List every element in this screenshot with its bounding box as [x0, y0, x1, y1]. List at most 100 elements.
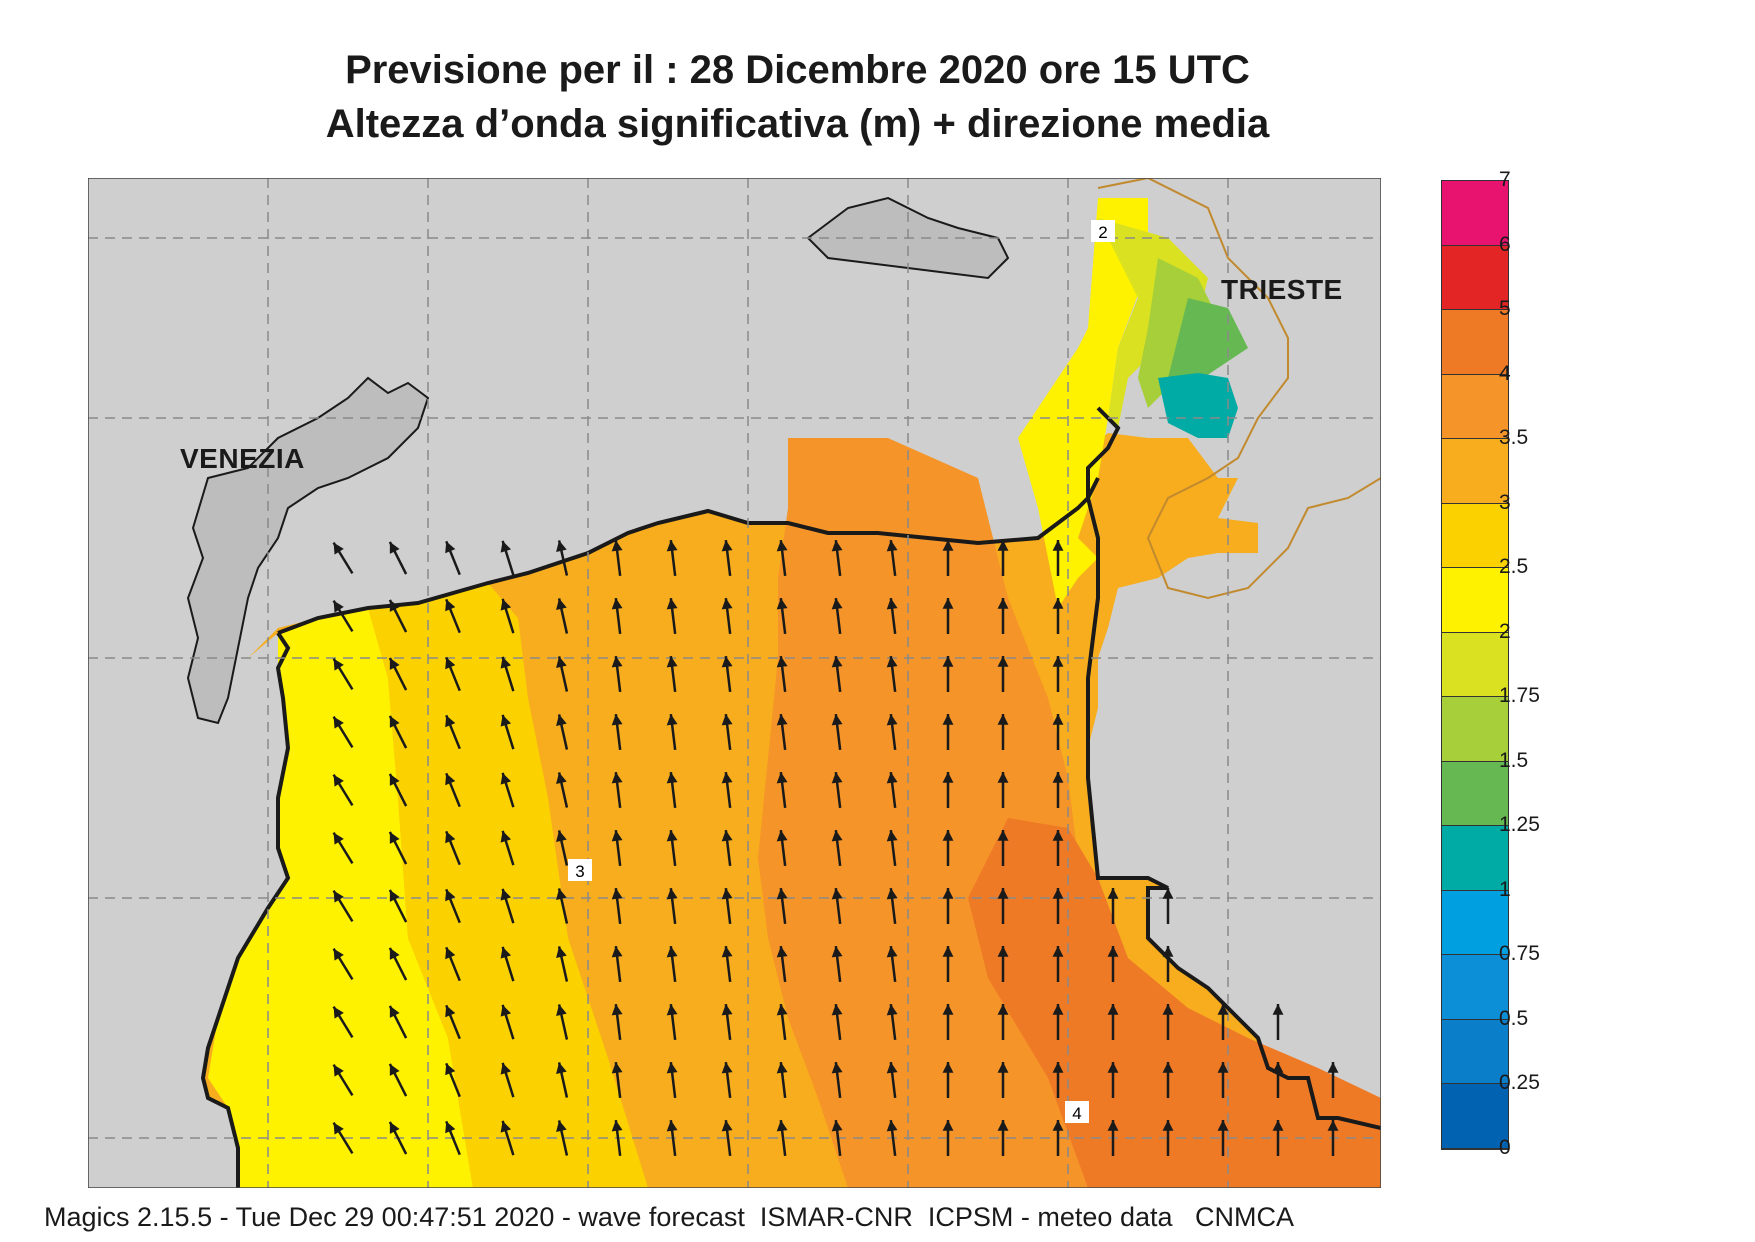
- wave-arrow-head: [611, 888, 623, 900]
- wave-arrow-head: [611, 772, 623, 784]
- wave-arrow-head: [886, 1062, 898, 1074]
- wave-arrow-head: [389, 1121, 400, 1134]
- wave-arrow-head: [831, 598, 843, 610]
- wave-arrow-head: [445, 657, 456, 670]
- map-canvas: 2 3 4: [88, 178, 1381, 1188]
- svg-text:2: 2: [1098, 223, 1107, 242]
- wave-arrow-head: [831, 714, 843, 726]
- wave-arrow-head: [831, 772, 843, 784]
- wave-arrow-head: [1052, 946, 1064, 957]
- wave-arrow-head: [942, 656, 954, 667]
- legend-label: 0.25: [1499, 1071, 1540, 1095]
- wave-arrow-head: [1052, 772, 1064, 783]
- wave-arrow-head: [1327, 1120, 1339, 1131]
- wave-arrow-head: [942, 772, 954, 783]
- legend-label: 1.25: [1499, 813, 1540, 837]
- wave-arrow-head: [333, 1006, 344, 1019]
- wave-arrow-head: [666, 540, 678, 552]
- wave-arrow-head: [611, 714, 623, 726]
- legend-swatch: [1442, 826, 1508, 891]
- wave-arrow-head: [942, 598, 954, 609]
- wave-arrow-head: [389, 947, 400, 960]
- wave-arrow-head: [1107, 1120, 1119, 1131]
- legend-swatch: [1442, 439, 1508, 504]
- wave-arrow-head: [556, 772, 567, 785]
- wave-arrow-head: [721, 1062, 733, 1074]
- wave-arrow-head: [389, 773, 400, 786]
- wave-arrow-head: [831, 540, 843, 552]
- wave-arrow-head: [776, 1062, 788, 1074]
- wave-arrow-head: [445, 599, 456, 612]
- wave-arrow-head: [776, 830, 788, 842]
- color-scale-legend: [1441, 180, 1509, 1150]
- city-label-trieste: TRIESTE: [1221, 274, 1343, 305]
- wave-arrow-head: [831, 830, 843, 842]
- legend-label: 0.75: [1499, 942, 1540, 966]
- contour-label-4: 4: [1065, 1101, 1089, 1123]
- wave-arrow-head: [500, 598, 512, 611]
- legend-label: 5: [1499, 297, 1511, 321]
- wave-arrow-head: [333, 774, 344, 787]
- wave-arrow-head: [997, 598, 1009, 609]
- wave-arrow-head: [1162, 946, 1174, 957]
- wave-arrow-head: [389, 1005, 400, 1018]
- wave-arrow-head: [1162, 1062, 1174, 1073]
- legend-swatch: [1442, 1084, 1508, 1149]
- wave-arrow-head: [333, 716, 344, 729]
- wave-direction-arrows: [332, 539, 1339, 1157]
- wave-arrow-head: [445, 947, 456, 960]
- wave-arrow-head: [1107, 1004, 1119, 1015]
- wave-arrow-head: [556, 830, 567, 843]
- wave-arrow-head: [721, 1004, 733, 1016]
- wave-arrow-head: [611, 830, 623, 842]
- wave-arrow-head: [556, 1062, 567, 1075]
- wave-arrow-head: [831, 888, 843, 900]
- wave-arrow-head: [666, 772, 678, 784]
- wave-arrow-head: [666, 888, 678, 900]
- wave-arrow-head: [776, 656, 788, 668]
- wave-arrow-head: [1052, 830, 1064, 841]
- wave-arrow-head: [556, 1120, 567, 1133]
- wave-arrow-head: [721, 656, 733, 668]
- legend-swatch: [1442, 374, 1508, 440]
- svg-text:4: 4: [1072, 1104, 1081, 1123]
- legend-swatch: [1442, 181, 1508, 246]
- wave-arrow-head: [1162, 1004, 1174, 1015]
- wave-arrow-head: [776, 946, 788, 958]
- wave-arrow-head: [666, 1062, 678, 1074]
- wave-arrow-head: [886, 772, 898, 784]
- wave-arrow-head: [445, 1121, 456, 1134]
- legend-label: 6: [1499, 232, 1511, 256]
- wave-arrow-head: [997, 772, 1009, 783]
- wave-arrow-head: [556, 888, 567, 901]
- wave-arrow-head: [886, 598, 898, 610]
- wave-arrow-head: [1217, 1062, 1229, 1073]
- legend-swatch: [1442, 697, 1508, 762]
- wave-arrow-head: [942, 1120, 954, 1131]
- wave-arrow-head: [445, 541, 456, 554]
- wave-arrow-head: [942, 540, 954, 551]
- wave-arrow-head: [886, 714, 898, 726]
- wave-arrow-head: [500, 540, 512, 553]
- wave-arrow-head: [831, 946, 843, 958]
- wave-arrow-head: [831, 1004, 843, 1016]
- wave-arrow-head: [389, 715, 400, 728]
- wave-arrow-head: [997, 540, 1009, 551]
- wave-arrow-head: [721, 540, 733, 552]
- wave-arrow-head: [666, 1120, 678, 1132]
- graticule: [88, 178, 1381, 1188]
- wave-arrow-head: [445, 831, 456, 844]
- wave-arrow-head: [666, 830, 678, 842]
- wave-arrow-head: [611, 1120, 623, 1132]
- coastline-istria: [1086, 406, 1381, 1130]
- wave-zone-2-5: [368, 583, 648, 1188]
- wave-arrow-head: [942, 1062, 954, 1073]
- wave-arrow-head: [556, 1004, 567, 1017]
- legend-swatch: [1442, 890, 1508, 956]
- wave-arrow-head: [1052, 714, 1064, 725]
- wave-arrow-head: [500, 714, 512, 727]
- wave-arrow-head: [389, 889, 400, 902]
- wave-zone-1-5-ne: [1138, 258, 1218, 408]
- wave-arrow-head: [666, 946, 678, 958]
- wave-arrow-head: [831, 1120, 843, 1132]
